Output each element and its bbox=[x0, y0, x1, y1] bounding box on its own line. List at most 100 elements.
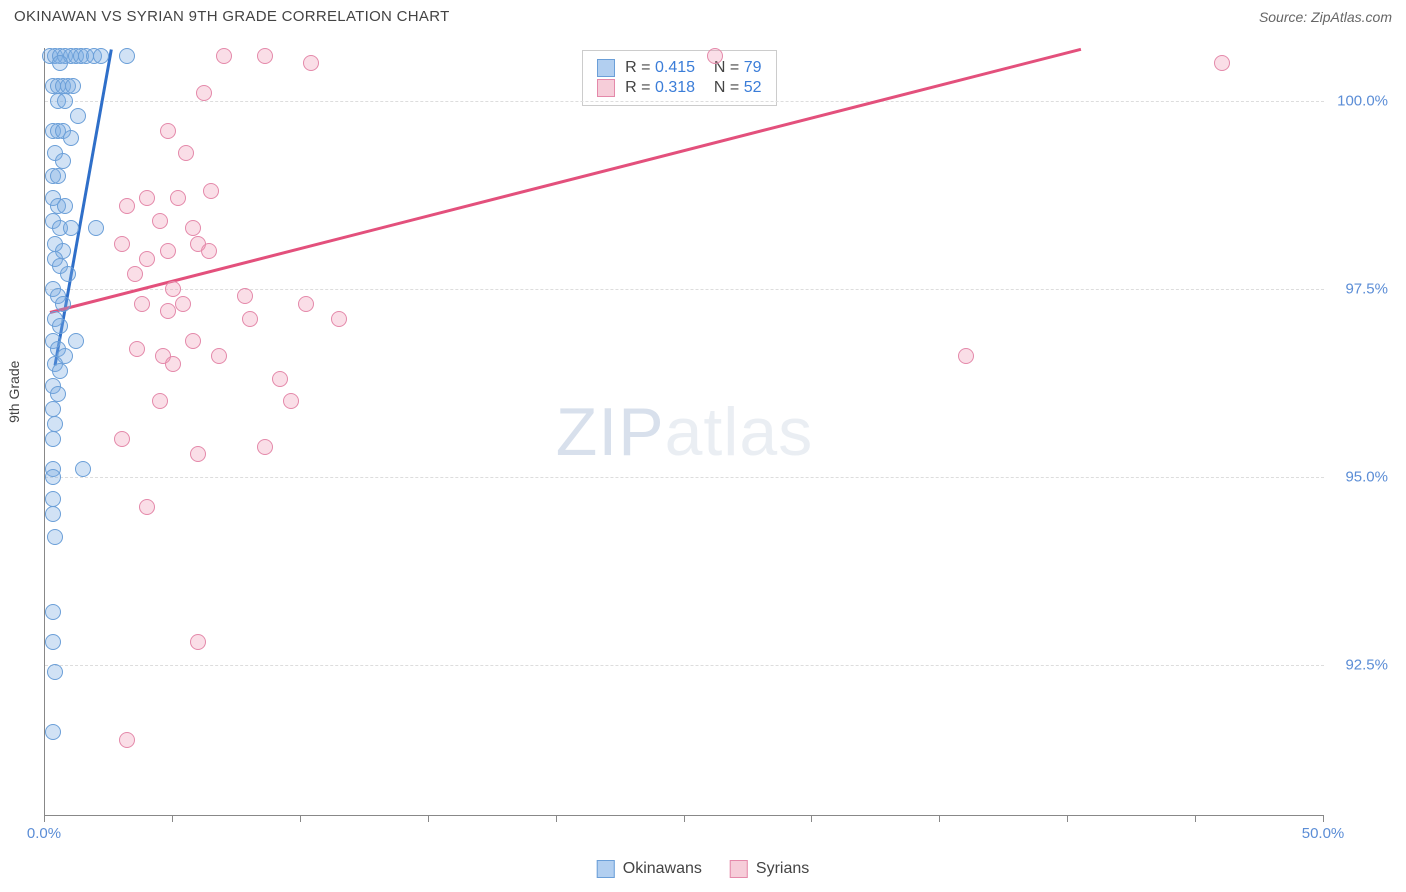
legend-swatch bbox=[730, 860, 748, 878]
series-legend: Okinawans Syrians bbox=[597, 860, 810, 878]
x-tick bbox=[44, 816, 45, 822]
chart-source: Source: ZipAtlas.com bbox=[1259, 9, 1392, 25]
x-tick bbox=[1195, 816, 1196, 822]
data-point bbox=[160, 303, 176, 319]
data-point bbox=[331, 311, 347, 327]
data-point bbox=[201, 243, 217, 259]
plot-area: ZIPatlas R = 0.415 N = 79 R = 0.318 N = 5… bbox=[44, 48, 1324, 816]
data-point bbox=[165, 281, 181, 297]
x-tick bbox=[811, 816, 812, 822]
data-point bbox=[55, 153, 71, 169]
x-tick bbox=[300, 816, 301, 822]
data-point bbox=[134, 296, 150, 312]
data-point bbox=[52, 363, 68, 379]
data-point bbox=[45, 634, 61, 650]
data-point bbox=[47, 416, 63, 432]
x-tick bbox=[939, 816, 940, 822]
data-point bbox=[139, 251, 155, 267]
data-point bbox=[50, 168, 66, 184]
gridline bbox=[45, 477, 1324, 478]
watermark: ZIPatlas bbox=[556, 393, 813, 471]
data-point bbox=[139, 190, 155, 206]
data-point bbox=[70, 108, 86, 124]
data-point bbox=[303, 55, 319, 71]
r-label: R = 0.415 bbox=[625, 59, 695, 77]
legend-swatch bbox=[597, 79, 615, 97]
data-point bbox=[45, 724, 61, 740]
data-point bbox=[45, 506, 61, 522]
data-point bbox=[242, 311, 258, 327]
data-point bbox=[63, 220, 79, 236]
legend-item: Okinawans bbox=[597, 860, 702, 878]
data-point bbox=[216, 48, 232, 64]
data-point bbox=[60, 266, 76, 282]
data-point bbox=[160, 243, 176, 259]
data-point bbox=[165, 356, 181, 372]
data-point bbox=[119, 732, 135, 748]
gridline bbox=[45, 665, 1324, 666]
data-point bbox=[170, 190, 186, 206]
data-point bbox=[160, 123, 176, 139]
gridline bbox=[45, 289, 1324, 290]
data-point bbox=[47, 664, 63, 680]
y-tick-label: 97.5% bbox=[1345, 280, 1388, 297]
chart-header: OKINAWAN VS SYRIAN 9TH GRADE CORRELATION… bbox=[0, 0, 1406, 31]
gridline bbox=[45, 101, 1324, 102]
data-point bbox=[185, 220, 201, 236]
data-point bbox=[63, 130, 79, 146]
x-tick bbox=[556, 816, 557, 822]
data-point bbox=[298, 296, 314, 312]
legend-row: R = 0.415 N = 79 bbox=[597, 59, 761, 77]
x-tick-label: 0.0% bbox=[27, 825, 61, 842]
data-point bbox=[237, 288, 253, 304]
data-point bbox=[93, 48, 109, 64]
data-point bbox=[45, 604, 61, 620]
data-point bbox=[45, 469, 61, 485]
legend-row: R = 0.318 N = 52 bbox=[597, 79, 761, 97]
data-point bbox=[45, 401, 61, 417]
data-point bbox=[178, 145, 194, 161]
data-point bbox=[257, 439, 273, 455]
x-tick-label: 50.0% bbox=[1302, 825, 1345, 842]
data-point bbox=[114, 236, 130, 252]
chart-container: 9th Grade ZIPatlas R = 0.415 N = 79R = 0… bbox=[34, 48, 1392, 844]
legend-swatch bbox=[597, 59, 615, 77]
data-point bbox=[272, 371, 288, 387]
data-point bbox=[75, 461, 91, 477]
data-point bbox=[45, 491, 61, 507]
data-point bbox=[203, 183, 219, 199]
legend-label: Syrians bbox=[756, 860, 809, 878]
data-point bbox=[114, 431, 130, 447]
x-tick bbox=[428, 816, 429, 822]
data-point bbox=[50, 386, 66, 402]
data-point bbox=[190, 634, 206, 650]
data-point bbox=[119, 198, 135, 214]
r-label: R = 0.318 bbox=[625, 79, 695, 97]
data-point bbox=[57, 198, 73, 214]
data-point bbox=[119, 48, 135, 64]
chart-title: OKINAWAN VS SYRIAN 9TH GRADE CORRELATION… bbox=[14, 8, 450, 25]
legend-swatch bbox=[597, 860, 615, 878]
data-point bbox=[52, 55, 68, 71]
data-point bbox=[283, 393, 299, 409]
data-point bbox=[65, 78, 81, 94]
data-point bbox=[45, 431, 61, 447]
data-point bbox=[55, 296, 71, 312]
y-tick-label: 95.0% bbox=[1345, 468, 1388, 485]
data-point bbox=[57, 93, 73, 109]
data-point bbox=[958, 348, 974, 364]
data-point bbox=[196, 85, 212, 101]
x-tick bbox=[1323, 816, 1324, 822]
data-point bbox=[1214, 55, 1230, 71]
y-axis-label: 9th Grade bbox=[6, 361, 22, 423]
legend-item: Syrians bbox=[730, 860, 809, 878]
data-point bbox=[47, 529, 63, 545]
data-point bbox=[152, 213, 168, 229]
data-point bbox=[127, 266, 143, 282]
n-label: N = 52 bbox=[705, 79, 761, 97]
data-point bbox=[190, 446, 206, 462]
data-point bbox=[88, 220, 104, 236]
data-point bbox=[175, 296, 191, 312]
x-tick bbox=[172, 816, 173, 822]
data-point bbox=[129, 341, 145, 357]
